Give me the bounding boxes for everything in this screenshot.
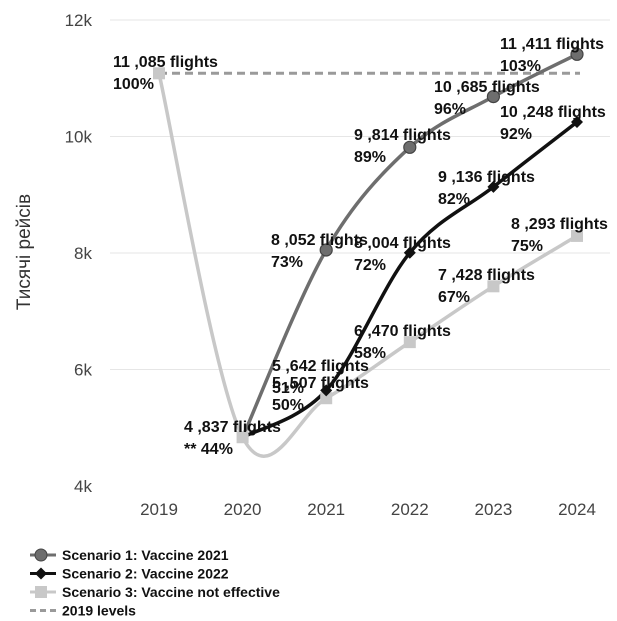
legend-label: 2019 levels	[62, 603, 136, 619]
data-label-percent: 51%	[272, 380, 304, 397]
marker-diamond	[403, 246, 416, 259]
data-label-percent: 92%	[500, 126, 532, 143]
data-label-percent: 100%	[113, 76, 154, 93]
data-label: 4 ,837 flights	[184, 419, 281, 436]
data-label-percent: 73%	[271, 254, 303, 271]
data-label-percent: 67%	[438, 289, 470, 306]
marker-square	[571, 229, 583, 242]
x-tick-label: 2019	[140, 500, 178, 519]
legend-label: Scenario 3: Vaccine not effective	[62, 584, 280, 600]
y-tick-label: 6k	[74, 361, 92, 380]
data-label: 6 ,470 flights	[354, 323, 451, 340]
data-label: 8 ,052 flights	[271, 232, 368, 249]
legend-marker	[35, 586, 47, 598]
marker-circle	[403, 140, 417, 154]
marker-circle	[486, 89, 500, 104]
data-label-percent: 75%	[511, 238, 543, 255]
x-tick-label: 2020	[224, 500, 262, 519]
marker-square	[403, 336, 416, 349]
data-label: 10 ,248 flights	[500, 104, 606, 121]
marker-circle	[570, 47, 584, 61]
y-tick-labels: 4k 6k 8k 10k 12k	[65, 11, 93, 496]
marker-circle	[319, 243, 333, 257]
data-label: 11 ,085 flights	[113, 54, 218, 71]
y-tick-label: 4k	[74, 477, 92, 496]
data-label-percent: 89%	[354, 149, 386, 166]
y-tick-label: 10k	[65, 128, 93, 147]
x-tick-label: 2023	[474, 500, 512, 519]
x-tick-label: 2021	[307, 500, 345, 519]
data-label: 9 ,814 flights	[354, 127, 451, 144]
marker-diamond	[487, 180, 500, 193]
x-tick-label: 2024	[558, 500, 596, 519]
y-tick-label: 12k	[65, 11, 93, 30]
series-markers	[153, 47, 584, 444]
data-label: 8 ,293 flights	[511, 216, 608, 233]
x-tick-label: 2022	[391, 500, 429, 519]
legend-label: Scenario 1: Vaccine 2021	[62, 547, 229, 563]
y-axis-label: Тисячі рейсів	[14, 194, 35, 310]
data-labels: 11 ,085 flights 100% 4 ,837 flights ** 44% 5…	[113, 36, 608, 458]
data-label: 5 ,507 flights	[272, 375, 369, 392]
x-tick-labels: 2019 2020 2021 2022 2023 2024	[140, 500, 596, 519]
marker-diamond	[571, 116, 583, 129]
data-label-percent: 82%	[438, 191, 470, 208]
data-label: 9 ,136 flights	[438, 169, 535, 186]
data-label: 5 ,642 flights	[272, 358, 369, 375]
data-label-percent: 96%	[434, 101, 466, 118]
data-label: 11 ,411 flights	[500, 36, 604, 53]
marker-diamond	[320, 384, 333, 397]
marker-square	[153, 67, 165, 80]
data-label: 10 ,685 flights	[434, 79, 540, 96]
series-line-1	[241, 52, 578, 438]
legend: Scenario 1: Vaccine 2021 Scenario 2: Vacc…	[30, 547, 280, 619]
data-label: 8 ,004 flights	[354, 235, 451, 252]
legend-marker	[34, 548, 48, 562]
data-label-percent: 50%	[272, 397, 304, 414]
marker-square	[487, 280, 500, 293]
data-label-percent: 72%	[354, 257, 386, 274]
data-label-percent: 58%	[354, 345, 386, 362]
legend-marker	[35, 567, 47, 580]
legend-label: Scenario 2: Vaccine 2022	[62, 566, 229, 582]
marker-square	[236, 431, 249, 444]
marker-square	[320, 392, 333, 405]
data-label: 7 ,428 flights	[438, 267, 535, 284]
y-tick-label: 8k	[74, 244, 92, 263]
data-label-percent: 103%	[500, 58, 541, 75]
data-label-percent: ** 44%	[184, 441, 233, 458]
